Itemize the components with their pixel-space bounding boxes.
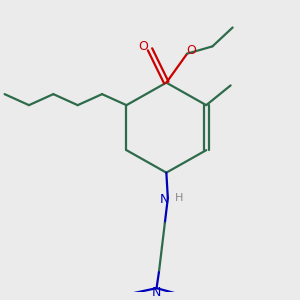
Text: N: N — [151, 286, 160, 299]
Text: O: O — [139, 40, 148, 53]
Text: H: H — [175, 193, 183, 202]
Text: N: N — [160, 193, 169, 206]
Text: O: O — [186, 44, 196, 57]
